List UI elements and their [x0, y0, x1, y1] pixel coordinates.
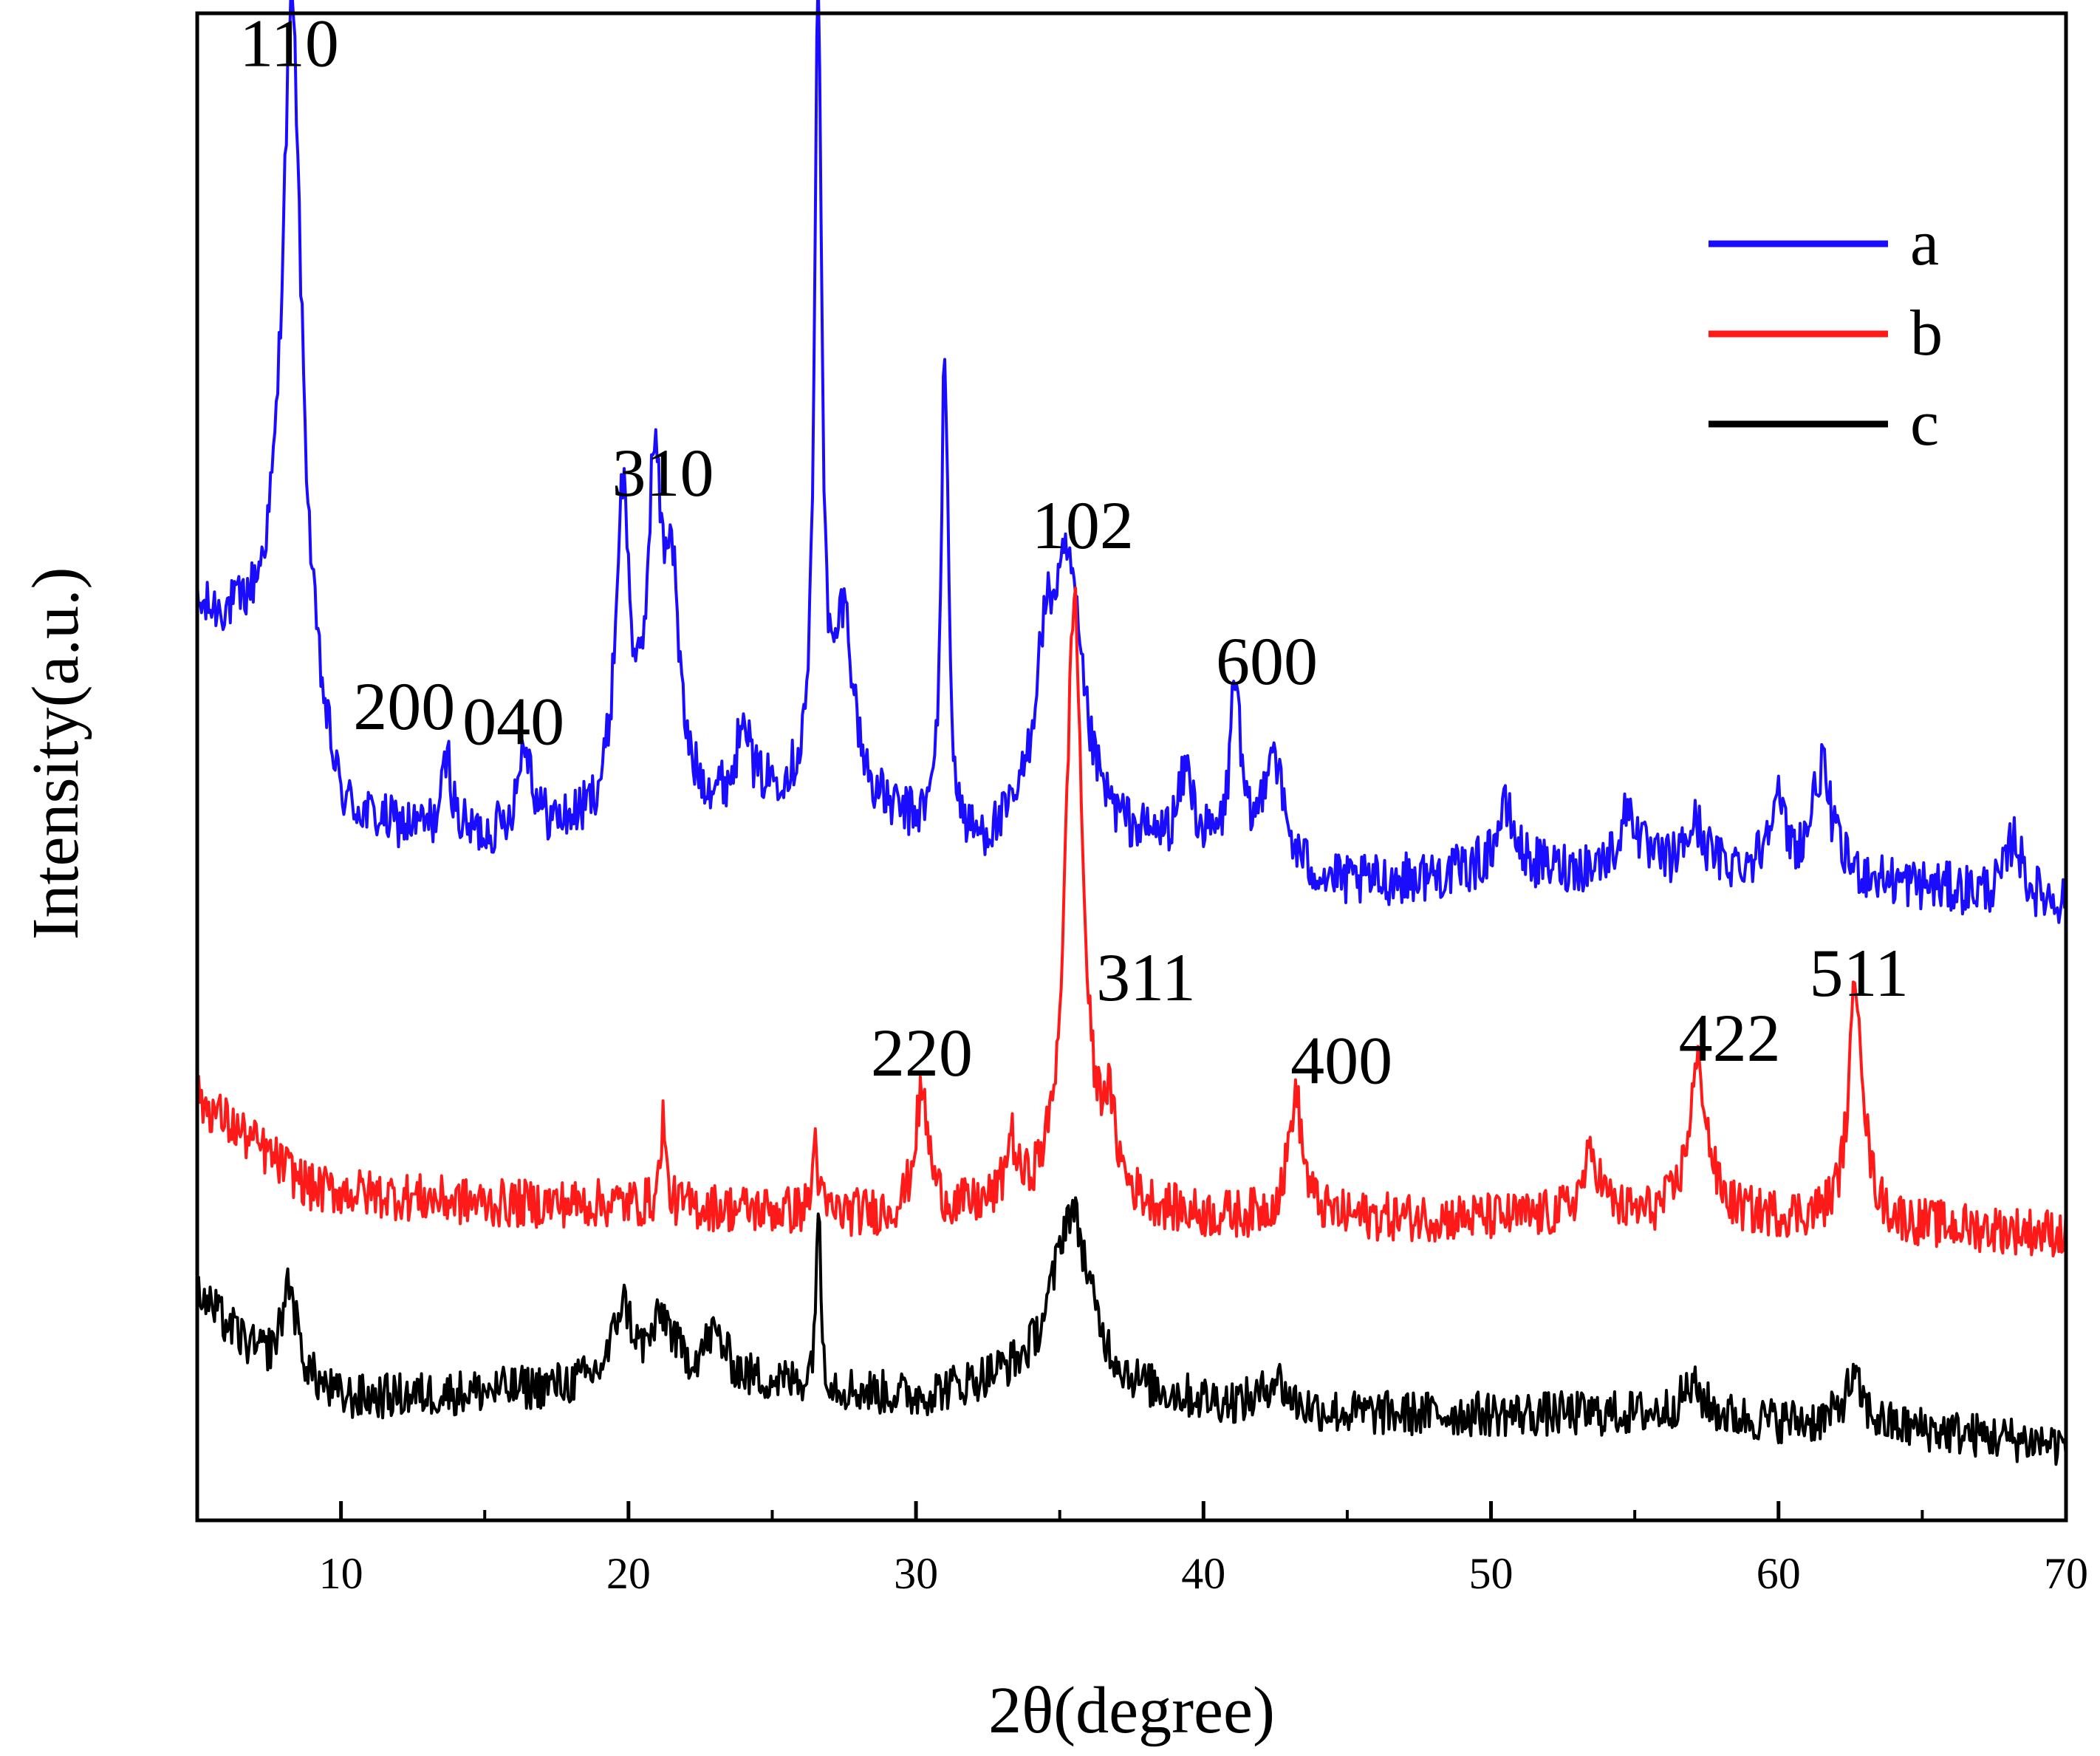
- peak-label-220-b: 220: [871, 1015, 973, 1090]
- legend-label-b: b: [1910, 298, 1943, 369]
- x-tick-label: 40: [1181, 1549, 1225, 1598]
- x-tick-label: 30: [894, 1549, 938, 1598]
- series-line-c: [196, 1196, 2067, 1466]
- x-tick-label: 50: [1469, 1549, 1514, 1598]
- legend-label-a: a: [1910, 208, 1939, 279]
- peak-label-311-b: 311: [1096, 940, 1196, 1015]
- x-tick-label: 20: [606, 1549, 651, 1598]
- x-axis-title: 2θ(degree): [988, 1674, 1275, 1747]
- peak-label-310-a: 310: [612, 435, 714, 510]
- peak-label-040-a: 040: [462, 683, 564, 759]
- peak-label-110-a: 110: [239, 5, 339, 81]
- peak-label-200-a: 200: [353, 669, 455, 744]
- x-tick-label: 70: [2044, 1549, 2088, 1598]
- peak-label-511-b: 511: [1809, 935, 1909, 1011]
- peak-label-400-b: 400: [1290, 1022, 1392, 1098]
- legend-label-c: c: [1910, 388, 1939, 460]
- legend: abc: [1709, 208, 1943, 460]
- x-tick-label: 60: [1757, 1549, 1801, 1598]
- x-tick-label: 10: [319, 1549, 363, 1598]
- series-layer: [196, 0, 2067, 1466]
- peak-label-102-a: 102: [1032, 488, 1134, 563]
- peak-annotations: 110200040310400102600311220400422511: [239, 5, 1909, 1098]
- plot-frame: [195, 11, 2068, 1523]
- series-line-b: [196, 586, 2067, 1258]
- peak-label-422-b: 422: [1679, 1000, 1781, 1076]
- peak-label-600-a: 600: [1216, 624, 1318, 699]
- y-axis-title: Intensity(a.u.): [19, 567, 92, 940]
- series-line-a: [196, 0, 2067, 924]
- x-axis-ticks: 10 20 30 40 50 60 70: [196, 1501, 2088, 1598]
